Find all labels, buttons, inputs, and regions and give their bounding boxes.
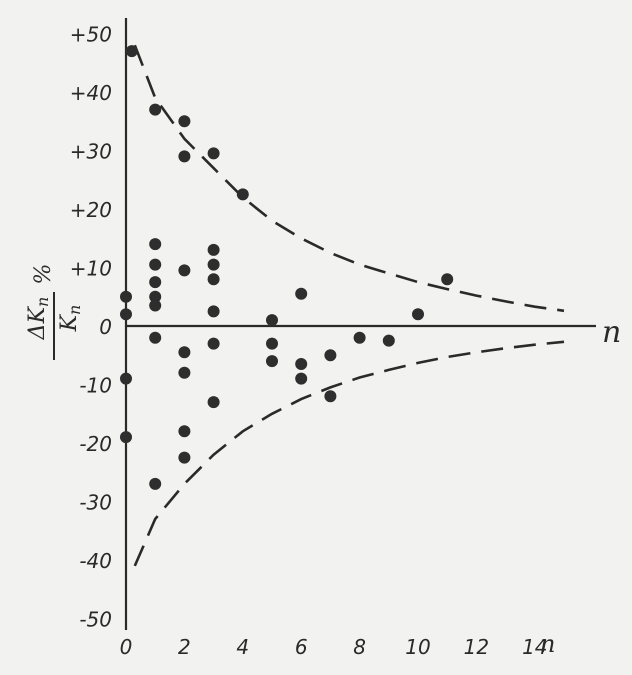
y-label-denominator-sub: п	[65, 305, 84, 315]
y-tick-label: 0	[99, 315, 112, 339]
data-point	[149, 299, 162, 312]
axes	[124, 18, 596, 630]
x-tick-label: 12	[464, 635, 489, 659]
data-point	[236, 188, 249, 201]
data-point	[149, 290, 162, 303]
data-points	[120, 45, 454, 490]
data-point	[412, 308, 424, 321]
data-point	[441, 273, 454, 286]
data-point	[178, 451, 191, 464]
data-point	[207, 337, 220, 350]
data-point	[266, 355, 278, 368]
data-point	[178, 264, 191, 277]
x-tick-label: 14	[522, 635, 547, 659]
data-point	[266, 314, 278, 327]
data-point	[207, 305, 220, 318]
data-point	[149, 477, 162, 490]
data-point	[295, 358, 308, 370]
data-point	[149, 258, 162, 271]
data-point	[207, 147, 220, 160]
y-tick-label: -20	[79, 432, 112, 456]
data-point	[149, 276, 162, 289]
data-point	[178, 425, 191, 438]
data-point	[125, 45, 138, 58]
y-axis-label: ΔKп Kп %	[25, 264, 84, 360]
x-axis-label-bottom: n	[540, 630, 555, 658]
x-axis-label-right: n	[602, 315, 621, 350]
y-label-numerator: ΔK	[25, 305, 50, 340]
data-point	[178, 366, 191, 379]
data-point	[149, 238, 162, 251]
data-point	[324, 349, 337, 362]
x-tick-label: 2	[178, 635, 191, 659]
data-point	[266, 337, 278, 350]
data-point	[149, 331, 162, 344]
envelope-upper-curve	[133, 44, 565, 313]
x-tick-label: 6	[295, 635, 308, 659]
x-tick-label: 4	[236, 635, 249, 659]
y-label-denominator: K	[57, 313, 82, 332]
y-tick-label: -10	[79, 374, 112, 398]
data-point	[178, 150, 191, 163]
data-point	[178, 115, 191, 128]
y-tick-label: +50	[70, 23, 112, 47]
y-tick-label: -50	[79, 608, 112, 632]
data-point	[120, 431, 132, 444]
y-tick-label: -40	[79, 549, 112, 573]
svg-text:ΔKп: ΔKп	[25, 297, 52, 341]
y-tick-labels: +50 +40 +30 +20 +10 0 -10 -20 -30 -40 -50	[70, 23, 112, 632]
data-point	[295, 287, 308, 300]
data-point	[120, 308, 132, 321]
data-point	[207, 258, 220, 271]
envelope-curves	[133, 44, 565, 567]
data-point	[120, 290, 132, 303]
data-point	[207, 396, 220, 409]
y-tick-label: +30	[70, 140, 112, 164]
data-point	[207, 243, 220, 256]
data-point	[149, 103, 162, 116]
svg-text:Kп: Kп	[57, 305, 84, 333]
y-label-unit: %	[31, 264, 56, 285]
data-point	[324, 390, 337, 403]
data-point	[178, 346, 191, 359]
y-tick-label: +40	[70, 81, 112, 105]
y-label-numerator-sub: п	[33, 297, 52, 307]
x-tick-labels: 0 2 4 6 8 10 12 14	[120, 635, 548, 659]
data-point	[295, 372, 308, 385]
data-point	[353, 331, 366, 344]
x-tick-label: 10	[405, 635, 430, 659]
x-tick-label: 0	[120, 635, 133, 659]
y-tick-label: +20	[70, 198, 112, 222]
data-point	[382, 334, 395, 347]
data-point	[207, 273, 220, 286]
data-point	[120, 372, 132, 385]
envelope-lower-curve	[133, 340, 565, 567]
y-tick-label: -30	[79, 491, 112, 515]
x-tick-label: 8	[353, 635, 366, 659]
y-tick-label: +10	[70, 257, 112, 281]
